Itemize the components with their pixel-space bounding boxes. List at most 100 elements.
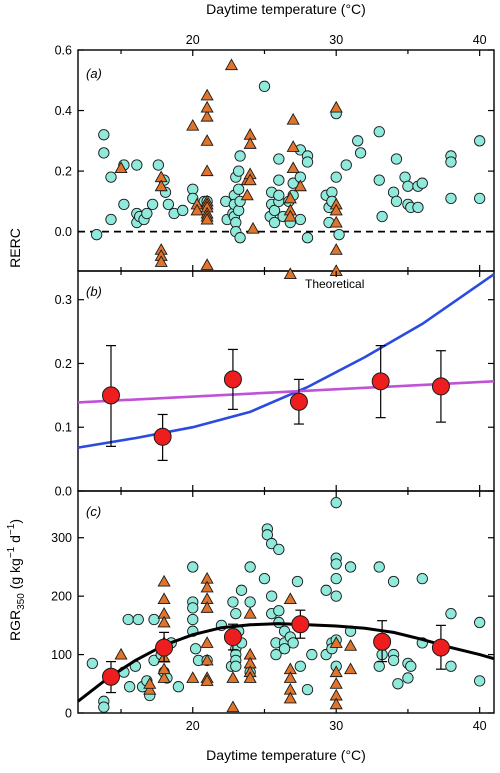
mean-point — [371, 372, 390, 391]
rgr-axis-label-units-a: (g kg — [7, 558, 23, 593]
triangle-point — [286, 161, 300, 174]
triangle-point — [286, 140, 300, 152]
rgr-axis-label-units-b: d — [7, 535, 23, 547]
bottom-x-tick-label: 30 — [329, 719, 343, 733]
theoretical-curve — [77, 273, 495, 449]
triangle-point — [226, 700, 240, 713]
circle-point — [244, 596, 256, 608]
circle-point — [445, 608, 457, 620]
mean-point — [101, 667, 120, 686]
top-x-tick-label: 30 — [329, 33, 343, 47]
mean-point — [155, 638, 174, 657]
circle-point — [90, 229, 103, 241]
circle-point — [152, 159, 164, 171]
panel-b-label: (b) — [86, 284, 102, 299]
circle-point — [172, 681, 185, 693]
circle-point — [266, 590, 278, 602]
circle-point — [287, 637, 299, 649]
triangle-point — [157, 592, 171, 605]
circle-point — [233, 183, 245, 195]
circle-point — [230, 660, 242, 672]
triangle-point — [200, 258, 214, 270]
circle-point — [132, 613, 144, 626]
circle-point — [445, 156, 457, 168]
circle-point — [123, 681, 136, 693]
triangle-point — [286, 112, 300, 125]
circle-point — [301, 683, 314, 696]
circle-point — [474, 616, 486, 629]
circle-point — [294, 660, 306, 672]
circle-point — [474, 135, 486, 147]
triangle-point — [200, 212, 214, 225]
circle-point — [330, 558, 342, 570]
circle-point — [330, 171, 342, 183]
mean-point — [289, 392, 308, 411]
panel-c-label: (c) — [86, 504, 101, 519]
circle-point — [122, 613, 134, 626]
triangle-point — [154, 179, 168, 192]
circle-point — [234, 150, 246, 162]
circle-point — [258, 572, 271, 585]
triangle-point — [329, 243, 343, 255]
circle-point — [352, 135, 364, 147]
circle-point — [98, 701, 110, 713]
triangle-point — [200, 100, 214, 113]
triangle-point — [200, 601, 214, 613]
triangle-point — [200, 636, 214, 648]
circle-point — [244, 561, 256, 573]
circle-point — [273, 189, 285, 201]
triangle-point — [329, 665, 343, 678]
circle-point — [141, 207, 153, 220]
triangle-point — [343, 662, 358, 675]
circle-point — [258, 80, 271, 92]
circle-point — [273, 543, 285, 556]
triangle-point — [329, 697, 343, 710]
triangle-point — [329, 636, 343, 648]
panel-c-y-tick-label: 200 — [51, 590, 72, 604]
mean-point — [223, 628, 242, 647]
circle-point — [187, 561, 199, 573]
circle-point — [390, 195, 403, 208]
rgr-axis-label-main: RGR — [7, 610, 23, 641]
circle-point — [146, 198, 159, 211]
circle-point — [392, 678, 404, 690]
panel-b-y-tick-label: 0.3 — [55, 293, 72, 307]
circle-point — [402, 180, 414, 192]
fitted-line — [77, 380, 495, 404]
mean-point — [153, 427, 172, 446]
triangle-point — [200, 653, 214, 666]
circle-point — [330, 497, 342, 509]
triangle-point — [200, 164, 214, 177]
circle-point — [187, 602, 199, 614]
panel-b: 0.0 0.1 0.2 0.3 — [55, 271, 495, 499]
circle-point — [268, 216, 281, 229]
panel-a-y-tick-label: 0.2 — [55, 165, 72, 179]
triangle-point — [186, 118, 200, 131]
panel-b-y-tick-label: 0.2 — [55, 357, 72, 371]
panel-frames: 20 20 30 30 40 40 — [77, 33, 495, 733]
triangle-point — [283, 209, 297, 222]
panel-a-y-tick-label: 0.0 — [55, 225, 72, 239]
circle-point — [230, 608, 242, 620]
circle-point — [270, 648, 282, 661]
triangle-point — [200, 88, 214, 101]
circle-point — [235, 584, 248, 596]
triangle-point — [283, 191, 297, 204]
triangle-point — [240, 188, 254, 201]
triangle-point — [157, 574, 171, 587]
circle-point — [294, 213, 306, 226]
triangle-point — [200, 674, 214, 686]
circle-point — [405, 660, 417, 672]
circle-point — [131, 159, 143, 171]
circle-point — [301, 156, 314, 168]
mean-point — [291, 615, 310, 634]
panel-a-label: (a) — [86, 66, 102, 81]
panel-c-frame — [77, 490, 495, 714]
circle-point — [330, 590, 342, 602]
bottom-x-tick-label: 40 — [473, 719, 487, 733]
circle-point — [445, 192, 457, 204]
circle-point — [234, 232, 246, 244]
circle-point — [233, 165, 245, 177]
circle-point — [189, 643, 202, 655]
